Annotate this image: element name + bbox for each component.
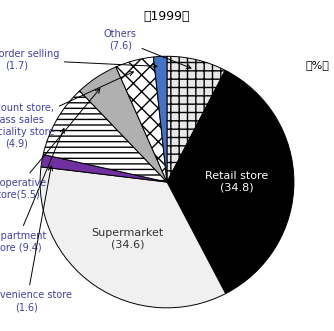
Text: Cooperative
store(5.5): Cooperative store(5.5): [0, 89, 100, 200]
Wedge shape: [116, 57, 167, 182]
Text: （%）: （%）: [305, 60, 329, 70]
Text: Retail store
(34.8): Retail store (34.8): [205, 171, 269, 193]
Text: （1999）: （1999）: [144, 10, 190, 23]
Wedge shape: [79, 67, 167, 182]
Text: Others
(7.6): Others (7.6): [104, 29, 191, 69]
Wedge shape: [40, 167, 226, 308]
Wedge shape: [167, 70, 294, 294]
Text: Mail-order selling
(1.7): Mail-order selling (1.7): [0, 49, 157, 71]
Wedge shape: [41, 155, 167, 182]
Text: Supermarket
(34.6): Supermarket (34.6): [91, 228, 163, 250]
Wedge shape: [167, 56, 225, 182]
Wedge shape: [154, 56, 167, 182]
Text: Department
store (9.4): Department store (9.4): [0, 128, 64, 253]
Wedge shape: [43, 91, 167, 182]
Text: Discount store,
mass sales
speciality store
(4.9): Discount store, mass sales speciality st…: [0, 72, 133, 148]
Text: Convenience store
(1.6): Convenience store (1.6): [0, 166, 72, 312]
